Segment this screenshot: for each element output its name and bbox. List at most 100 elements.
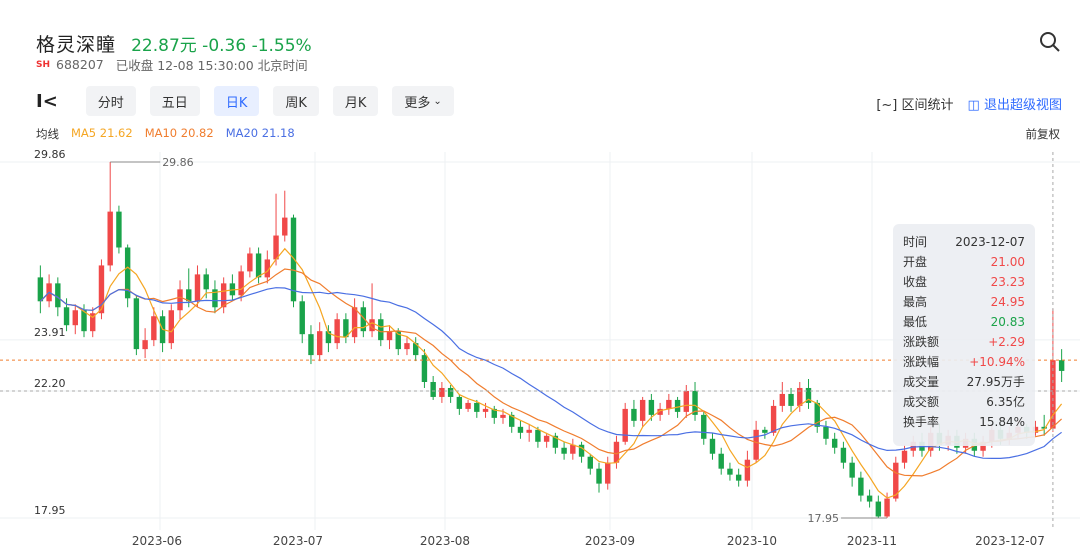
tooltip-row: 最低 20.83: [893, 312, 1035, 332]
tooltip-label: 收盘: [903, 275, 928, 289]
tooltip-row: 时间 2023-12-07: [893, 232, 1035, 252]
candle-body: [779, 393, 786, 406]
kline-icon[interactable]: I<: [36, 90, 58, 112]
candle-body: [718, 453, 724, 469]
candle-body: [378, 319, 384, 341]
candle-body: [1041, 426, 1047, 429]
tooltip-value: 2023-12-07: [955, 235, 1025, 249]
candle-body: [482, 408, 489, 412]
candle-body: [325, 331, 332, 344]
candle-body: [439, 387, 445, 397]
candle-body: [631, 408, 637, 421]
x-tick-label: 2023-09: [585, 534, 635, 548]
tooltip-label: 最高: [903, 295, 928, 309]
tab-more[interactable]: 更多 ⌄: [392, 86, 454, 116]
x-tick-label: 2023-07: [273, 534, 323, 548]
tab-rik[interactable]: 日K: [213, 86, 260, 116]
candle-body: [770, 405, 777, 433]
x-tick-label: 2023-11: [847, 534, 897, 548]
exit-super-view-button[interactable]: ◫ 退出超级视图: [968, 94, 1062, 113]
ma10-label: MA10 20.82: [144, 126, 214, 140]
candle-body: [456, 396, 463, 409]
candle-body: [875, 501, 882, 517]
tooltip-label: 成交额: [903, 395, 940, 409]
adjust-mode[interactable]: 前复权: [1025, 127, 1061, 141]
candle-body: [421, 355, 428, 382]
candle-body: [255, 253, 262, 278]
candle-body: [299, 301, 305, 335]
tab-zhouk[interactable]: 周K: [273, 86, 319, 116]
tooltip-value: 21.00: [990, 255, 1025, 269]
candle-body: [823, 426, 829, 439]
tooltip-label: 时间: [903, 235, 928, 249]
candle-body: [805, 387, 812, 403]
low-annotation: 17.95: [808, 512, 840, 525]
candle-body: [360, 307, 367, 332]
candle-body: [343, 319, 349, 338]
ma20-line: [39, 287, 1062, 459]
candle-body: [247, 253, 253, 272]
candle-body: [334, 319, 340, 344]
stock-header: 格灵深瞳 22.87元 -0.36 -1.55%: [36, 30, 312, 57]
tooltip-label: 涨跌幅: [903, 355, 940, 369]
candle-body: [762, 429, 768, 433]
tooltip-row: 成交量 27.95万手: [893, 372, 1035, 392]
candle-body: [81, 310, 87, 332]
candle-body: [648, 399, 655, 415]
candle-body: [622, 408, 628, 442]
candle-body: [683, 390, 690, 412]
tooltip-label: 换手率: [903, 415, 940, 429]
candle-body: [212, 289, 218, 308]
x-tick-label: 2023-10: [727, 534, 777, 548]
ma-legend: 均线 MA5 21.62 MA10 20.82 MA20 21.18: [36, 126, 295, 142]
ma10-line: [39, 268, 1063, 477]
tooltip-panel: 时间 2023-12-07 开盘 21.00 收盘 23.23 最高 24.95 最低 20.83…: [893, 224, 1035, 446]
candle-body: [203, 274, 209, 290]
candle-body: [666, 399, 672, 409]
candle-body: [55, 283, 61, 308]
candle-body: [788, 393, 794, 406]
candle-body: [831, 438, 838, 448]
candle-body: [605, 462, 611, 484]
candle-body: [98, 265, 105, 314]
candle-body: [1058, 360, 1065, 371]
tooltip-value: +10.94%: [969, 355, 1025, 369]
candle-body: [657, 408, 663, 415]
chevron-down-icon: ⌄: [433, 95, 442, 107]
fullscreen-exit-icon: ◫: [967, 98, 980, 113]
candle-body: [517, 426, 524, 433]
tooltip-row: 成交额 6.35亿: [893, 392, 1035, 412]
tab-yuek[interactable]: 月K: [332, 86, 379, 116]
candle-body: [447, 387, 454, 397]
tooltip-value: 6.35亿: [986, 395, 1025, 409]
tooltip-value: 24.95: [990, 295, 1025, 309]
range-stats-button[interactable]: [~] 区间统计: [876, 94, 953, 113]
candle-body: [849, 462, 855, 478]
candle-body: [901, 450, 908, 463]
tooltip-row: 开盘 21.00: [893, 252, 1035, 272]
candle-body: [543, 435, 550, 442]
candle-body: [753, 429, 759, 460]
candle-body: [290, 217, 297, 302]
candle-body: [351, 307, 358, 338]
candle-body: [404, 343, 410, 350]
candle-body: [509, 414, 515, 427]
candle-body: [735, 474, 742, 481]
candle-body: [282, 217, 288, 236]
candle-body: [674, 399, 681, 412]
candle-body: [142, 340, 148, 350]
tooltip-label: 最低: [903, 315, 928, 329]
candle-body: [727, 468, 733, 475]
tooltip-row: 涨跌幅 +10.94%: [893, 352, 1035, 372]
tooltip-label: 成交量: [903, 375, 940, 389]
range-stats-label: 区间统计: [901, 98, 954, 113]
tooltip-label: 涨跌额: [903, 335, 940, 349]
candle-body: [910, 441, 916, 451]
ma20-label: MA20 21.18: [225, 126, 295, 140]
tooltip-value: 23.23: [990, 275, 1025, 289]
tab-wuri[interactable]: 五日: [149, 86, 200, 116]
tab-fenshi[interactable]: 分时: [85, 86, 136, 116]
search-icon[interactable]: [1038, 30, 1062, 54]
ma5-label: MA5 21.62: [71, 126, 133, 140]
